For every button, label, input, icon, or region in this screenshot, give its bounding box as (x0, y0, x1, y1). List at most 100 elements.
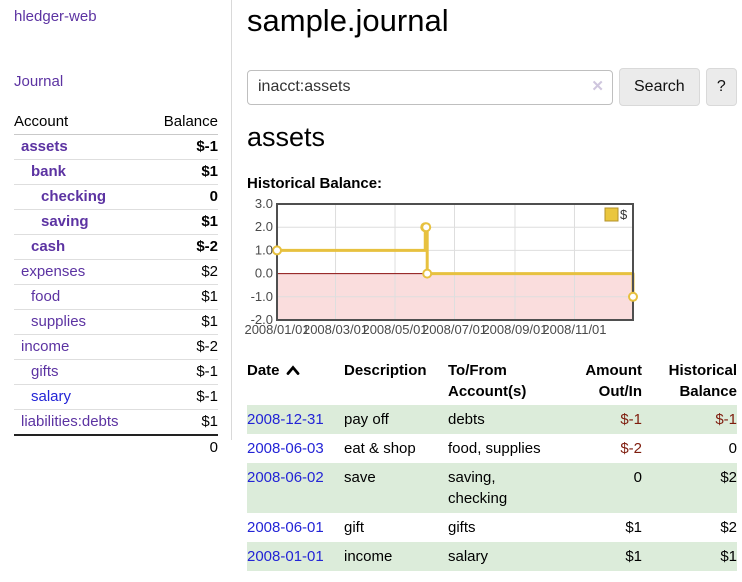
svg-text:2008/03/01: 2008/03/01 (303, 322, 368, 337)
chart-legend: $ (604, 207, 628, 222)
transaction-accounts: saving, checking (448, 469, 508, 507)
search-help-button[interactable]: ? (705, 68, 737, 106)
transaction-accounts: gifts (448, 519, 476, 536)
account-balance: $1 (148, 284, 218, 310)
svg-text:-1.0: -1.0 (251, 289, 273, 304)
transaction-date-link[interactable]: 2008-06-03 (247, 440, 324, 457)
account-link-cash[interactable]: cash (31, 238, 66, 255)
accounts-header-balance: Balance (148, 110, 218, 135)
transaction-description: income (344, 548, 393, 565)
transaction-balance: $2 (720, 469, 737, 486)
register-row: 2008-12-31 pay off debts $-1 $-1 (247, 405, 737, 434)
account-link-bank[interactable]: bank (31, 163, 67, 180)
account-row: salary $-1 (14, 384, 218, 410)
svg-text:2008/01/01: 2008/01/01 (244, 322, 309, 337)
search-form: ✕ Search ? (247, 68, 737, 106)
transaction-accounts: food, supplies (448, 440, 541, 457)
svg-text:2008/09/01: 2008/09/01 (482, 322, 547, 337)
chart-axis-labels: 3.0 2.0 1.0 0.0 -1.0 -2.02008/01/012008/03/01… (244, 196, 606, 337)
account-link-assets[interactable]: assets (21, 138, 68, 155)
svg-text:3.0: 3.0 (255, 196, 273, 211)
register-header-date[interactable]: Date (247, 357, 344, 405)
search-button[interactable]: Search (619, 68, 700, 106)
transaction-date-link[interactable]: 2008-12-31 (247, 411, 324, 428)
register-header-description: Description (344, 362, 427, 379)
transaction-accounts: salary (448, 548, 489, 565)
register-row: 2008-06-02 save saving, checking 0 $2 (247, 463, 737, 513)
register-row: 2008-06-03 eat & shop food, supplies $-2 0 (247, 434, 737, 463)
sidebar: hledger-web Journal Account Balance asse… (0, 0, 232, 459)
account-row: checking 0 (14, 184, 218, 210)
account-balance: $-2 (148, 334, 218, 360)
search-box: ✕ (247, 69, 613, 105)
chart-border (276, 203, 634, 321)
account-balance: $-2 (148, 234, 218, 260)
account-row: gifts $-1 (14, 359, 218, 385)
svg-text:2008/05/01: 2008/05/01 (362, 322, 427, 337)
svg-text:-2.0: -2.0 (251, 312, 273, 327)
account-link-saving[interactable]: saving (41, 213, 89, 230)
accounts-total-row: 0 (14, 434, 218, 459)
sort-ascending-icon (286, 365, 299, 375)
transaction-description: eat & shop (344, 440, 416, 457)
transaction-description: save (344, 469, 376, 486)
register-table: Date Description To/From Account(s) Amou… (247, 357, 737, 571)
account-balance: $1 (148, 309, 218, 335)
svg-text:2008/07/01: 2008/07/01 (422, 322, 487, 337)
svg-text:1.0: 1.0 (255, 242, 273, 257)
account-link-expenses[interactable]: expenses (21, 263, 86, 280)
account-row: income $-2 (14, 334, 218, 360)
sidebar-item-journal[interactable]: Journal (14, 73, 64, 90)
account-link-checking[interactable]: checking (41, 188, 107, 205)
svg-text:2.0: 2.0 (255, 219, 273, 234)
account-row: cash $-2 (14, 234, 218, 260)
legend-label: $ (620, 207, 628, 222)
accounts-total-value: 0 (148, 434, 218, 459)
account-row: food $1 (14, 284, 218, 310)
app-title-link[interactable]: hledger-web (14, 8, 97, 25)
account-link-liabilities-debts[interactable]: liabilities:debts (21, 413, 119, 430)
account-link-food[interactable]: food (31, 288, 61, 305)
account-row: liabilities:debts $1 (14, 409, 218, 436)
account-link-gifts[interactable]: gifts (31, 363, 59, 380)
clear-search-icon[interactable]: ✕ (591, 77, 604, 95)
account-link-income[interactable]: income (21, 338, 70, 355)
account-link-supplies[interactable]: supplies (31, 313, 87, 330)
transaction-description: gift (344, 519, 365, 536)
svg-text:0.0: 0.0 (255, 266, 273, 281)
account-link-salary[interactable]: salary (31, 388, 72, 405)
account-balance: $-1 (148, 384, 218, 410)
account-row: assets $-1 (14, 134, 218, 160)
chart-title: Historical Balance: (247, 175, 383, 192)
main-content: sample.journal ✕ Search ? assets Histori… (244, 0, 737, 571)
svg-text:2008/11/01: 2008/11/01 (542, 322, 606, 337)
transaction-balance: $1 (720, 548, 737, 565)
account-row: saving $1 (14, 209, 218, 235)
page-title: sample.journal (247, 3, 449, 38)
search-input[interactable] (247, 69, 613, 105)
account-balance: $1 (148, 209, 218, 235)
account-balance: $-1 (148, 359, 218, 385)
account-row: bank $1 (14, 159, 218, 185)
transaction-balance: $-1 (715, 411, 737, 428)
transaction-balance: 0 (728, 440, 737, 457)
chart-markers (272, 222, 638, 302)
account-balance: 0 (148, 184, 218, 210)
account-balance: $1 (148, 159, 218, 185)
account-heading: assets (247, 122, 326, 152)
transaction-amount: $-1 (620, 411, 642, 428)
transaction-balance: $2 (720, 519, 737, 536)
register-header-row: Date Description To/From Account(s) Amou… (247, 357, 737, 405)
transaction-date-link[interactable]: 2008-06-02 (247, 469, 324, 486)
register-header-amount: Amount Out/In (585, 362, 642, 400)
transaction-amount: $1 (625, 548, 642, 565)
transaction-date-link[interactable]: 2008-01-01 (247, 548, 324, 565)
transaction-accounts: debts (448, 411, 485, 428)
account-row: expenses $2 (14, 259, 218, 285)
transaction-description: pay off (344, 411, 389, 428)
account-balance: $2 (148, 259, 218, 285)
accounts-header-account: Account (14, 110, 149, 135)
accounts-header-row: Account Balance (14, 110, 218, 135)
transaction-date-link[interactable]: 2008-06-01 (247, 519, 324, 536)
account-balance: $-1 (148, 134, 218, 160)
